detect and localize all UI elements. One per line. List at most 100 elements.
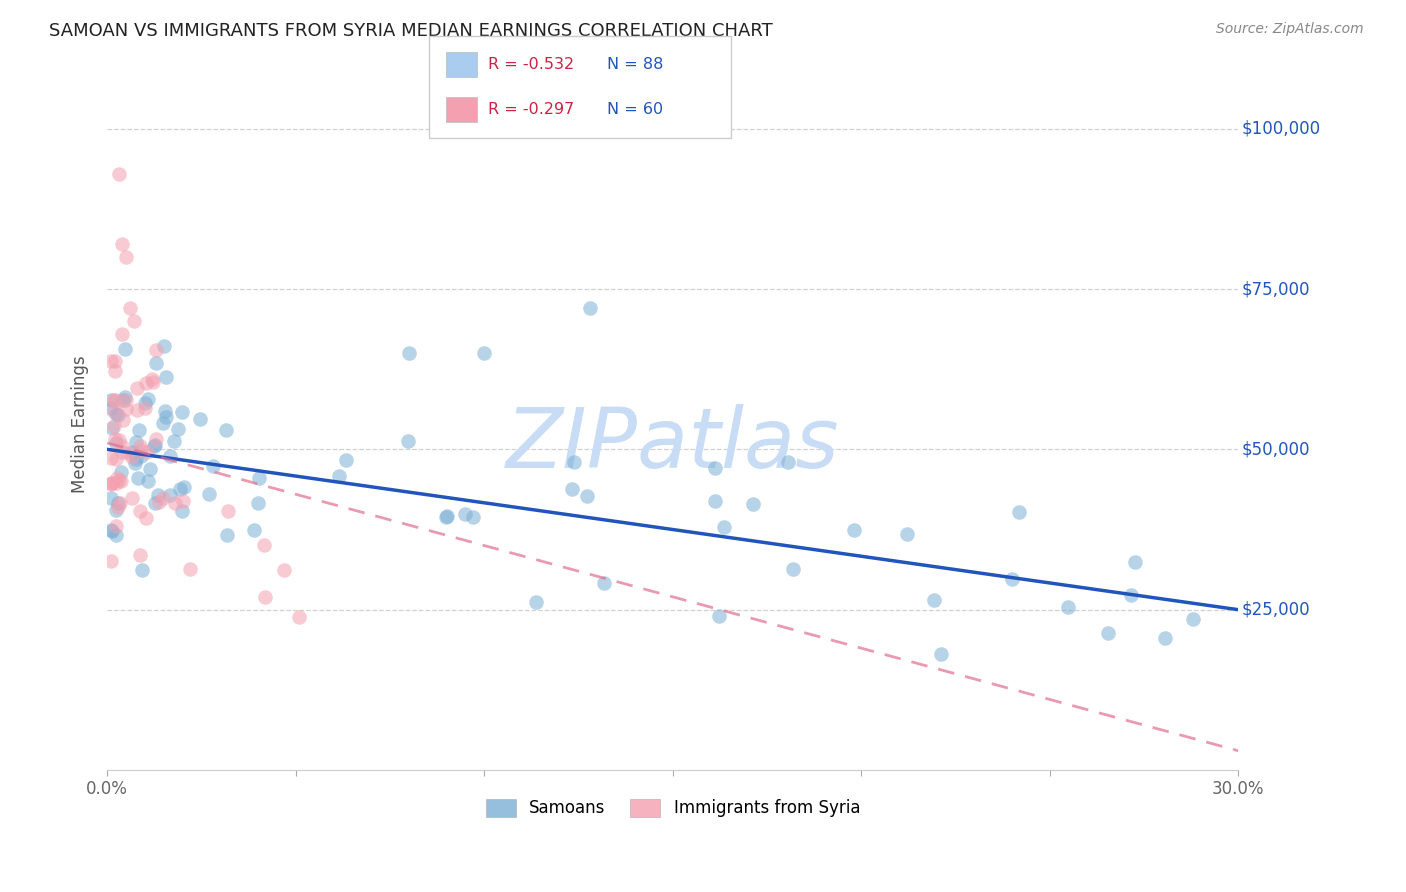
Immigrants from Syria	[129, 443, 152, 458]
Samoans	[1008, 505, 1031, 519]
Text: Source: ZipAtlas.com: Source: ZipAtlas.com	[1216, 22, 1364, 37]
Immigrants from Syria	[105, 475, 128, 490]
Samoans	[105, 407, 128, 421]
Samoans	[155, 409, 177, 424]
Samoans	[1057, 599, 1080, 614]
Y-axis label: Median Earnings: Median Earnings	[72, 355, 89, 492]
Samoans	[742, 497, 765, 511]
Immigrants from Syria	[148, 494, 170, 508]
Immigrants from Syria	[145, 432, 167, 446]
Immigrants from Syria	[117, 446, 139, 460]
Immigrants from Syria	[121, 450, 143, 464]
Immigrants from Syria	[118, 301, 141, 316]
Samoans	[136, 474, 159, 488]
Immigrants from Syria	[122, 314, 145, 328]
Samoans	[579, 301, 602, 316]
Samoans	[896, 527, 918, 541]
Text: ZIPatlas: ZIPatlas	[506, 404, 839, 485]
Text: R = -0.532: R = -0.532	[488, 57, 574, 71]
Samoans	[104, 435, 127, 450]
Immigrants from Syria	[129, 504, 152, 518]
Samoans	[198, 487, 221, 501]
Samoans	[707, 609, 730, 624]
Text: R = -0.297: R = -0.297	[488, 103, 574, 117]
Samoans	[247, 496, 270, 510]
Samoans	[131, 563, 153, 577]
Immigrants from Syria	[107, 500, 129, 515]
Samoans	[454, 507, 477, 521]
Samoans	[101, 421, 124, 435]
Samoans	[125, 435, 148, 450]
Samoans	[713, 520, 735, 534]
Immigrants from Syria	[115, 392, 138, 407]
Samoans	[1001, 572, 1024, 586]
Immigrants from Syria	[101, 475, 124, 490]
Legend: Samoans, Immigrants from Syria: Samoans, Immigrants from Syria	[479, 792, 866, 824]
Immigrants from Syria	[110, 474, 132, 488]
Immigrants from Syria	[128, 439, 150, 453]
Immigrants from Syria	[105, 452, 128, 467]
Samoans	[1119, 588, 1142, 602]
Immigrants from Syria	[135, 376, 157, 390]
Immigrants from Syria	[115, 250, 138, 264]
Samoans	[152, 416, 174, 430]
Samoans	[190, 412, 212, 426]
Samoans	[148, 488, 170, 502]
Samoans	[202, 458, 225, 473]
Immigrants from Syria	[100, 451, 122, 466]
Samoans	[472, 346, 495, 360]
Samoans	[134, 396, 156, 410]
Immigrants from Syria	[172, 494, 194, 508]
Samoans	[155, 369, 177, 384]
Samoans	[217, 527, 239, 541]
Samoans	[247, 470, 270, 484]
Samoans	[562, 455, 585, 469]
Samoans	[524, 595, 547, 609]
Immigrants from Syria	[100, 554, 122, 568]
Samoans	[114, 390, 136, 404]
Immigrants from Syria	[217, 504, 239, 518]
Text: N = 60: N = 60	[607, 103, 664, 117]
Immigrants from Syria	[103, 392, 125, 407]
Immigrants from Syria	[111, 326, 134, 341]
Samoans	[139, 462, 162, 476]
Immigrants from Syria	[110, 496, 132, 510]
Immigrants from Syria	[273, 563, 295, 577]
Immigrants from Syria	[125, 380, 148, 394]
Immigrants from Syria	[104, 354, 127, 368]
Samoans	[159, 449, 181, 463]
Samoans	[128, 423, 150, 437]
Samoans	[461, 509, 484, 524]
Samoans	[398, 346, 420, 360]
Samoans	[1181, 612, 1204, 626]
Samoans	[145, 356, 167, 370]
Immigrants from Syria	[121, 491, 143, 505]
Samoans	[143, 438, 166, 452]
Immigrants from Syria	[141, 371, 163, 385]
Immigrants from Syria	[179, 562, 201, 576]
Immigrants from Syria	[107, 167, 129, 181]
Text: $75,000: $75,000	[1241, 280, 1310, 298]
Immigrants from Syria	[100, 475, 122, 490]
Samoans	[782, 562, 804, 576]
Samoans	[593, 575, 616, 590]
Samoans	[436, 509, 458, 524]
Samoans	[124, 456, 146, 470]
Immigrants from Syria	[104, 363, 127, 377]
Samoans	[159, 488, 181, 502]
Immigrants from Syria	[135, 510, 157, 524]
Samoans	[104, 503, 127, 517]
Samoans	[153, 339, 176, 353]
Immigrants from Syria	[111, 445, 134, 459]
Samoans	[100, 523, 122, 537]
Text: $50,000: $50,000	[1241, 441, 1310, 458]
Samoans	[100, 401, 122, 415]
Immigrants from Syria	[115, 402, 138, 417]
Immigrants from Syria	[111, 439, 134, 453]
Samoans	[142, 439, 165, 453]
Samoans	[100, 491, 122, 505]
Immigrants from Syria	[253, 538, 276, 552]
Samoans	[129, 449, 152, 463]
Samoans	[101, 524, 124, 538]
Samoans	[434, 510, 457, 524]
